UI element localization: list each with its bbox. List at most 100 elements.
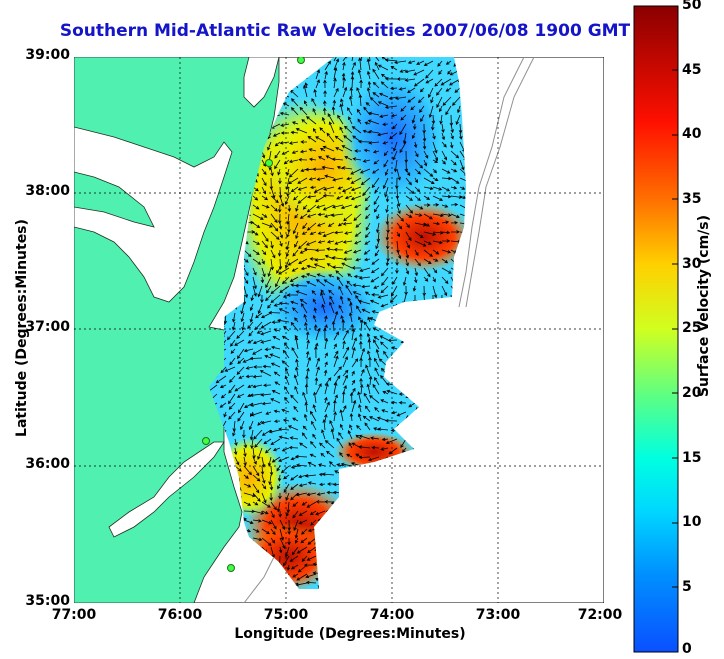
velocity-arrow bbox=[420, 114, 425, 123]
velocity-arrow bbox=[384, 105, 398, 109]
velocity-arrow bbox=[331, 256, 344, 260]
velocity-arrow bbox=[414, 231, 424, 239]
velocity-arrow bbox=[286, 564, 291, 571]
velocity-arrow bbox=[422, 132, 427, 142]
velocity-arrow bbox=[373, 336, 380, 341]
x-tick-label: 77:00 bbox=[51, 607, 97, 623]
velocity-arrow bbox=[336, 463, 344, 467]
velocity-arrow bbox=[233, 447, 238, 456]
velocity-arrow bbox=[382, 177, 389, 190]
velocity-arrow bbox=[441, 176, 452, 181]
velocity-arrow bbox=[308, 177, 317, 181]
velocity-arrow bbox=[273, 371, 281, 377]
velocity-arrow bbox=[447, 69, 452, 75]
velocity-arrow bbox=[376, 231, 381, 243]
velocity-arrow bbox=[307, 136, 317, 143]
velocity-arrow bbox=[271, 389, 281, 395]
velocity-arrow bbox=[278, 222, 283, 230]
velocity-arrow bbox=[323, 100, 327, 107]
velocity-arrow bbox=[257, 303, 263, 315]
velocity-arrow bbox=[372, 383, 380, 395]
velocity-arrow bbox=[314, 345, 318, 359]
velocity-arrow bbox=[294, 283, 308, 288]
velocity-arrow bbox=[252, 501, 259, 506]
velocity-arrow bbox=[333, 57, 339, 62]
velocity-arrow bbox=[337, 186, 344, 190]
y-tick-label: 39:00 bbox=[25, 47, 70, 63]
velocity-arrow bbox=[302, 425, 308, 431]
velocity-arrow bbox=[298, 519, 308, 525]
velocity-arrow bbox=[414, 177, 418, 184]
velocity-arrow bbox=[228, 384, 236, 394]
velocity-arrow bbox=[324, 213, 335, 218]
velocity-arrow bbox=[278, 427, 290, 432]
velocity-arrow bbox=[290, 465, 299, 469]
velocity-arrow bbox=[342, 257, 353, 261]
velocity-arrow bbox=[405, 258, 409, 267]
velocity-arrow bbox=[450, 186, 458, 190]
velocity-arrow bbox=[309, 510, 317, 516]
velocity-arrow bbox=[339, 452, 344, 458]
velocity-arrow bbox=[333, 411, 337, 422]
velocity-arrow bbox=[385, 258, 390, 267]
velocity-arrow bbox=[286, 231, 290, 238]
velocity-arrow bbox=[352, 283, 362, 288]
velocity-arrow bbox=[237, 411, 245, 422]
velocity-arrow bbox=[279, 537, 286, 550]
velocity-arrow bbox=[354, 240, 362, 245]
velocity-arrow bbox=[366, 383, 371, 395]
velocity-arrow bbox=[353, 204, 362, 209]
velocity-arrow bbox=[441, 249, 452, 254]
velocity-arrow bbox=[248, 420, 254, 431]
velocity-arrow bbox=[261, 501, 271, 508]
velocity-arrow bbox=[288, 159, 299, 164]
velocity-arrow bbox=[374, 376, 380, 386]
velocity-arrow bbox=[329, 420, 335, 431]
velocity-arrow bbox=[307, 195, 317, 199]
velocity-arrow bbox=[385, 204, 389, 214]
velocity-arrow bbox=[351, 387, 356, 395]
velocity-arrow bbox=[264, 447, 272, 454]
velocity-arrow bbox=[366, 87, 371, 98]
velocity-arrow bbox=[303, 413, 308, 422]
velocity-arrow bbox=[459, 132, 463, 140]
velocity-arrow bbox=[368, 141, 380, 145]
velocity-arrow bbox=[364, 121, 371, 125]
velocity-arrow bbox=[373, 204, 380, 213]
velocity-arrow bbox=[290, 492, 299, 501]
velocity-arrow bbox=[319, 147, 326, 152]
velocity-arrow bbox=[450, 202, 459, 207]
velocity-arrow bbox=[459, 159, 465, 171]
velocity-arrow bbox=[423, 159, 428, 167]
velocity-arrow bbox=[264, 347, 272, 352]
velocity-arrow bbox=[288, 177, 299, 185]
velocity-arrow bbox=[373, 285, 380, 289]
velocity-arrow bbox=[332, 265, 344, 270]
velocity-arrow bbox=[270, 285, 281, 295]
velocity-arrow bbox=[425, 78, 434, 84]
velocity-arrow bbox=[263, 383, 272, 388]
velocity-arrow bbox=[270, 186, 276, 199]
velocity-arrow bbox=[343, 135, 353, 143]
velocity-arrow bbox=[380, 285, 389, 294]
velocity-arrow bbox=[351, 266, 362, 270]
velocity-arrow bbox=[234, 384, 245, 392]
velocity-arrow bbox=[399, 123, 407, 136]
velocity-arrow bbox=[306, 273, 317, 278]
velocity-arrow bbox=[265, 276, 272, 289]
velocity-arrow bbox=[304, 474, 317, 478]
velocity-arrow bbox=[243, 519, 254, 525]
velocity-arrow bbox=[298, 258, 308, 264]
velocity-arrow bbox=[279, 240, 283, 247]
velocity-arrow bbox=[414, 276, 418, 284]
velocity-arrow bbox=[253, 365, 263, 369]
velocity-arrow bbox=[290, 107, 299, 116]
velocity-arrow bbox=[341, 186, 353, 193]
velocity-arrow bbox=[405, 222, 410, 229]
velocity-arrow bbox=[320, 292, 326, 305]
velocity-arrow bbox=[337, 114, 344, 125]
velocity-arrow bbox=[364, 195, 371, 202]
velocity-arrow bbox=[326, 132, 335, 143]
velocity-arrow bbox=[300, 140, 308, 144]
velocity-arrow bbox=[356, 425, 362, 431]
